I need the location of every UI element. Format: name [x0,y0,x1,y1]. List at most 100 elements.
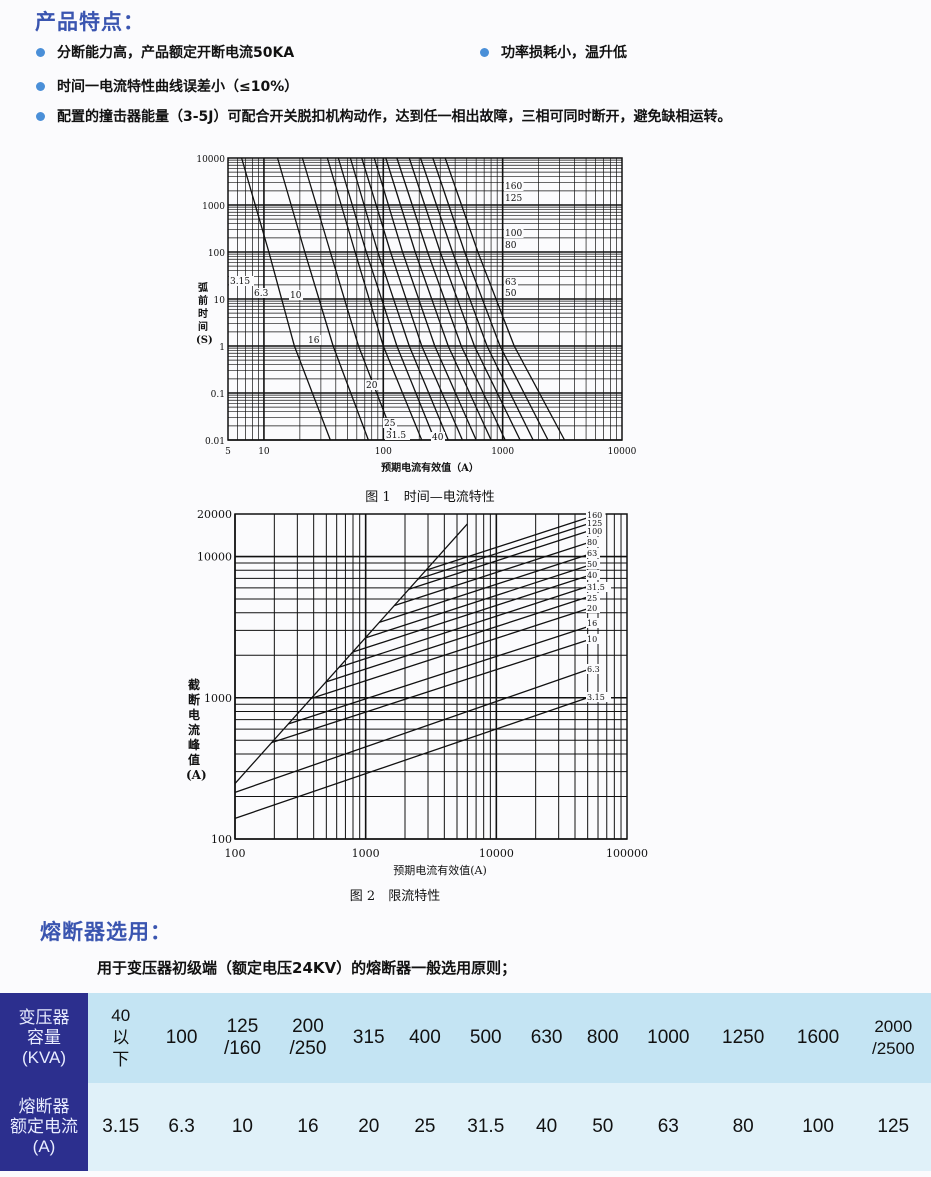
capacity-cell: 400 [396,993,454,1083]
selection-subtitle: 用于变压器初级端（额定电压24KV）的熔断器一般选用原则； [97,959,517,977]
fuse-current-cell: 31.5 [453,1083,519,1171]
capacity-value: /250 [289,1038,327,1059]
curve-label: 20 [587,604,597,613]
y-tick-label: 100 [208,249,225,259]
label-bg [586,518,606,528]
label-bg [586,634,600,644]
row-header: 变压器 容量 (KVA) [0,993,88,1083]
capacity-value: /2500 [871,1039,915,1058]
curve-100 [408,530,588,590]
feature-item: 功率损耗小，温升低 [480,42,627,62]
curve-label: 100 [505,229,522,239]
label-bg [383,418,397,428]
capacity-value: 2000 [874,1017,913,1036]
curve-160 [444,157,566,441]
feature-text: 分断能力高，产品额定开断电流50KA [57,45,295,61]
fig1-caption: 图 1 时间—电流特性 [365,490,495,505]
curve-label: 16 [308,336,320,346]
y-tick-label: 1 [219,343,225,353]
capacity-value: 1250 [722,1027,765,1048]
curve-label: 3.15 [230,277,250,287]
row-header: 熔断器 额定电流 (A) [0,1083,88,1171]
label-bg [289,290,303,300]
label-bg [385,430,410,440]
label-bg [586,559,600,569]
label-bg [586,664,606,674]
capacity-value: 100 [165,1027,198,1048]
plot-frame [227,157,623,441]
curve-label: 40 [432,433,444,443]
curve-6.3 [234,669,588,793]
label-bg [586,537,600,547]
row-header-line: (KVA) [21,1048,67,1067]
label-bg [586,593,600,603]
label-bg [586,618,600,628]
y-tick-label: 10 [214,296,226,306]
curve-125 [417,523,588,580]
capacity-cell: 630 [518,993,575,1083]
fig2-ylabel: 截断电流峰值(A) [186,678,207,782]
curve-80 [408,157,521,441]
fuse-current-cell: 40 [518,1083,575,1171]
curve-label: 20 [366,381,378,391]
capacity-cell: 125/160 [209,993,276,1083]
curve-label: 25 [587,594,597,603]
feature-item: 分断能力高，产品额定开断电流50KA [36,42,294,62]
curve-label: 100 [587,527,602,536]
capacity-cell: 1000 [630,993,706,1083]
x-tick-label: 100 [375,447,392,457]
curve-label: 31.5 [587,583,605,592]
fuse-current-cell: 16 [275,1083,341,1171]
curve-label: 10 [290,291,302,301]
curve-label: 3.15 [587,693,605,702]
curve-25 [349,157,449,441]
capacity-cell: 315 [340,993,397,1083]
curve-100 [419,157,534,441]
row-header-line: (A) [32,1137,56,1156]
label-bg [504,240,518,250]
fuse-current-cell: 3.15 [88,1083,154,1171]
fuse-current-cell: 80 [705,1083,781,1171]
curve-125 [432,157,549,441]
capacity-cell: 100 [153,993,210,1083]
fuse-selection-table: 变压器 容量 (KVA) 40 以下 100 125/160 200/250 315 400 500… [0,993,931,1171]
fuse-current-cell: 25 [396,1083,454,1171]
curve-label: 80 [505,241,517,251]
capacity-value: 315 [352,1027,385,1048]
capacity-cell: 1600 [780,993,856,1083]
capacity-value: 1600 [796,1027,840,1048]
fuse-current-row: 熔断器 额定电流 (A) 3.15 6.3 10 16 20 25 31.5 40 50 63 80 100… [0,1083,931,1171]
label-bg [504,228,524,238]
curve-label: 50 [587,560,597,569]
x-tick-label: 10000 [479,847,514,860]
row-header-line: 额定电流 [10,1117,78,1136]
grid [234,513,627,840]
x-tick-label: 100 [225,847,246,860]
curve-label: 40 [587,571,597,580]
capacity-value: 以 [112,1028,130,1047]
row-header-line: 熔断器 [18,1097,70,1116]
curve-10 [271,639,588,744]
curve-80 [393,542,588,607]
grid [227,158,622,441]
fuse-current-cell: 100 [780,1083,856,1171]
bullet-icon [36,111,45,121]
curve-16 [287,626,588,725]
capacity-value: 400 [409,1027,441,1048]
label-bg [504,288,518,298]
curve-16 [326,157,423,441]
fuse-current-cell: 63 [630,1083,706,1171]
label-bg [253,288,273,298]
curve-160 [425,517,588,571]
current-limiting-chart: 100 1000 10000 100000 20000 10000 1000 100 3.15 6… [197,508,648,860]
curve-31.5 [361,157,463,441]
envelope-curve [234,523,468,784]
fig2-xlabel: 预期电流有效值(A) [393,864,487,877]
capacity-row: 变压器 容量 (KVA) 40 以下 100 125/160 200/250 315 400 500… [0,993,931,1083]
bullet-icon [480,47,489,57]
curve-6.3 [276,157,369,441]
y-tick-label: 0.01 [205,437,225,447]
y-tick-label: 20000 [197,508,232,521]
fig1-ylabel: 弧前时间(S) [196,283,213,346]
capacity-value: /160 [223,1038,261,1059]
